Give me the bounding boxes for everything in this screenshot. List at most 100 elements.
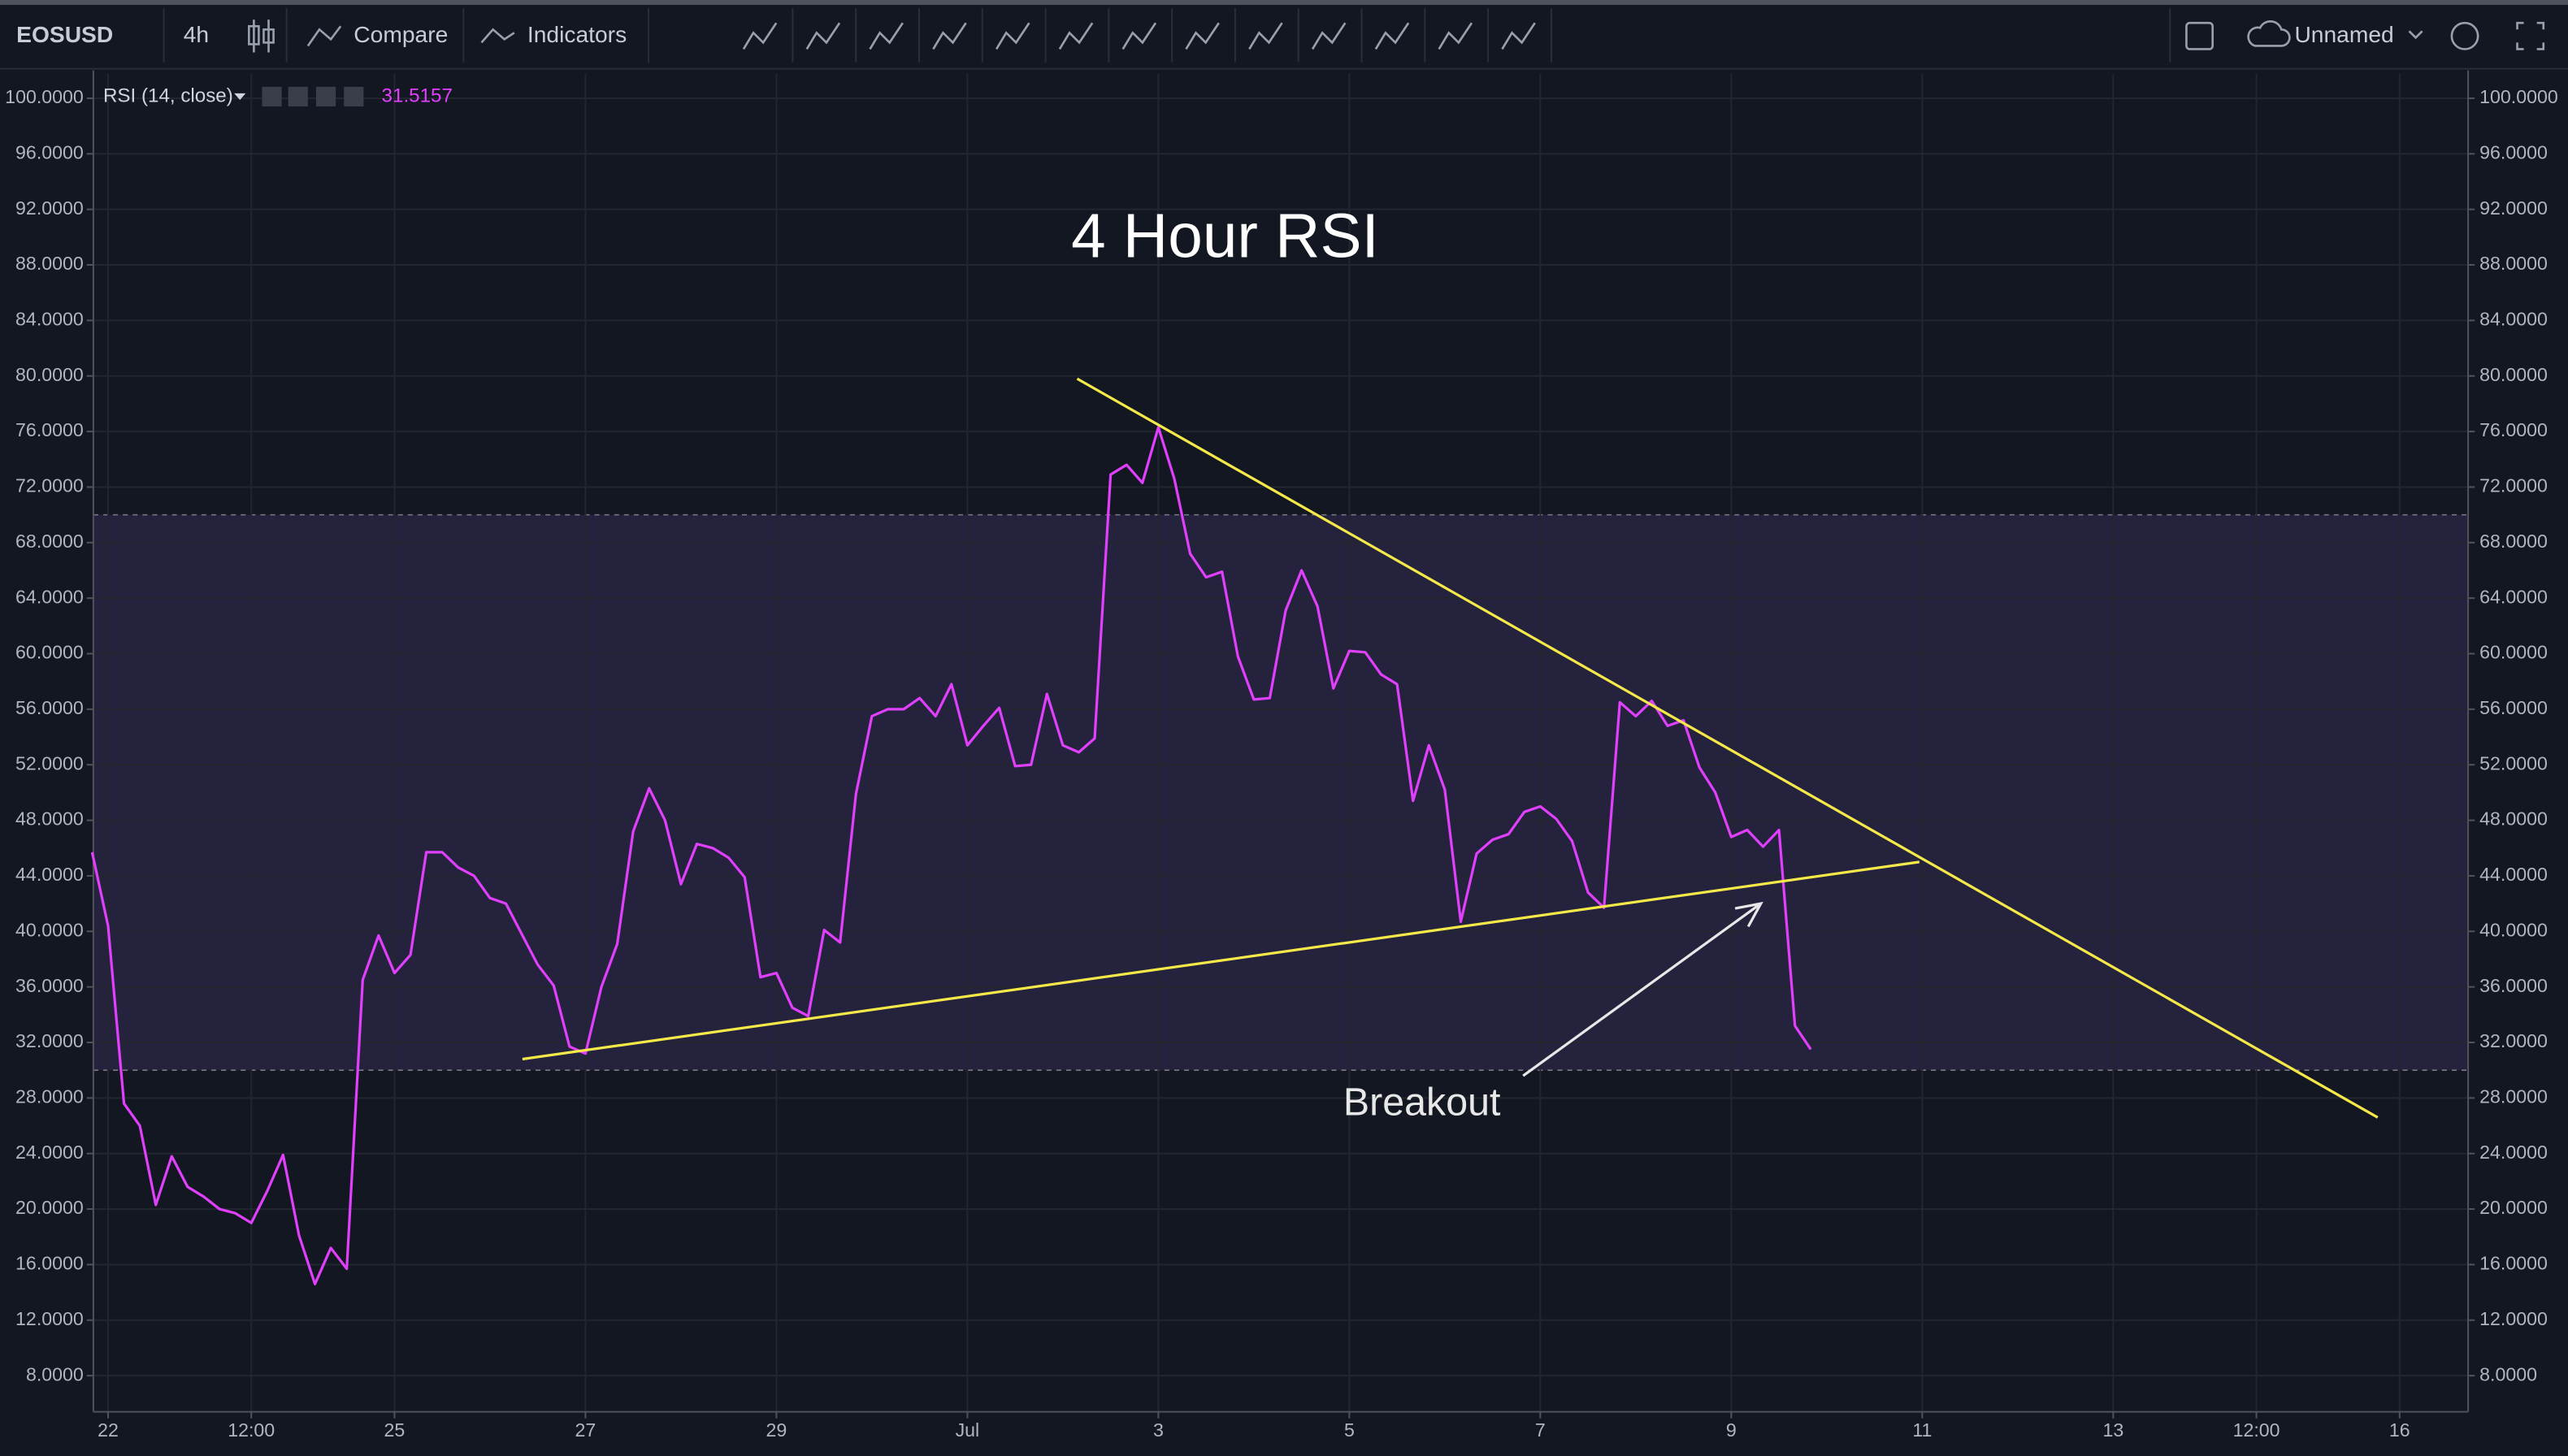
y-tick-label: 80.0000 (15, 364, 84, 385)
y-tick-label: 68.0000 (15, 531, 84, 552)
y-tick-label: 48.0000 (15, 808, 84, 830)
y-tick-label: 8.0000 (26, 1363, 84, 1384)
x-tick-label: 12:00 (2233, 1419, 2280, 1441)
tool-button[interactable] (995, 22, 1030, 50)
compare-button[interactable]: Compare (354, 21, 448, 47)
x-tick-label: 29 (766, 1419, 787, 1441)
toolbar (0, 0, 2568, 69)
y2-tick-label: 44.0000 (2479, 864, 2548, 885)
arrow-head (1734, 901, 1763, 928)
x-tick-label: 5 (1344, 1419, 1355, 1441)
y2-tick-label: 40.0000 (2479, 919, 2548, 940)
cloud-icon[interactable] (2247, 20, 2291, 47)
y-tick-label: 36.0000 (15, 975, 84, 996)
y-tick-label: 44.0000 (15, 864, 84, 885)
legend-button[interactable] (262, 86, 282, 107)
y-tick-label: 100.0000 (5, 86, 84, 107)
indicators-icon[interactable] (480, 28, 515, 44)
x-tick-label: Jul (956, 1419, 980, 1441)
y-tick-label: 88.0000 (15, 253, 84, 274)
rsi-line (90, 426, 1812, 1285)
x-tick-label: 3 (1153, 1419, 1164, 1441)
annotation-text: Breakout (1343, 1081, 1501, 1124)
chart-title: 4 Hour RSI (1071, 202, 1379, 271)
tool-button[interactable] (1185, 22, 1220, 50)
legend-dropdown[interactable] (234, 93, 246, 100)
legend-button[interactable] (344, 86, 364, 107)
tool-icon (1058, 22, 1094, 50)
y2-tick-label: 28.0000 (2479, 1086, 2548, 1107)
y-tick-label: 20.0000 (15, 1197, 84, 1218)
x-tick-label: 7 (1535, 1419, 1546, 1441)
tool-icon (869, 22, 904, 50)
x-tick-label: 27 (575, 1419, 596, 1441)
tool-icon (1185, 22, 1220, 50)
tool-icon (805, 22, 841, 50)
x-tick-label: 9 (1726, 1419, 1737, 1441)
y2-tick-label: 92.0000 (2479, 197, 2548, 219)
x-tick-label: 11 (1912, 1419, 1932, 1441)
y2-tick-label: 76.0000 (2479, 419, 2548, 440)
y-tick-label: 92.0000 (15, 197, 84, 219)
legend-button[interactable] (315, 86, 336, 107)
x-tick-label: 12:00 (228, 1419, 275, 1441)
dropdown-arrow[interactable] (2408, 30, 2423, 40)
tool-button[interactable] (1311, 22, 1347, 50)
tool-button[interactable] (932, 22, 967, 50)
tool-button[interactable] (1248, 22, 1283, 50)
indicators-button[interactable]: Indicators (527, 21, 627, 47)
plot-area: 8.0000 8.0000 12.0000 12.0000 16.0000 16.0000… (0, 70, 2568, 1441)
y2-tick-label: 72.0000 (2479, 475, 2548, 496)
tool-icon (1311, 22, 1347, 50)
y-tick-label: 64.0000 (15, 586, 84, 607)
y-tick-label: 12.0000 (15, 1308, 84, 1329)
y2-tick-label: 80.0000 (2479, 364, 2548, 385)
arrow (1522, 902, 1762, 1077)
y-tick-label: 24.0000 (15, 1142, 84, 1163)
y2-tick-label: 16.0000 (2479, 1253, 2548, 1274)
tool-icon (1374, 22, 1410, 50)
x-tick-label: 22 (98, 1419, 119, 1441)
y2-tick-label: 36.0000 (2479, 975, 2548, 996)
tool-button[interactable] (805, 22, 841, 50)
tool-button[interactable] (1374, 22, 1410, 50)
y2-tick-label: 88.0000 (2479, 253, 2548, 274)
y2-tick-label: 20.0000 (2479, 1197, 2548, 1218)
y2-tick-label: 56.0000 (2479, 697, 2548, 718)
layout-name[interactable]: Unnamed (2294, 21, 2393, 47)
right-axis (2468, 70, 2568, 1412)
compare-icon[interactable] (306, 25, 342, 47)
symbol[interactable]: EOSUSD (16, 21, 113, 47)
y-tick-label: 84.0000 (15, 309, 84, 330)
y-tick-label: 76.0000 (15, 419, 84, 440)
tool-button[interactable] (1121, 22, 1157, 50)
legend-buttons (262, 86, 364, 107)
fullscreen-box[interactable] (2185, 21, 2214, 50)
y2-tick-label: 32.0000 (2479, 1030, 2548, 1051)
trendline (1076, 377, 2379, 1119)
tool-icon (1501, 22, 1536, 50)
y-tick-label: 28.0000 (15, 1086, 84, 1107)
y2-tick-label: 52.0000 (2479, 752, 2548, 774)
x-tick-label: 13 (2102, 1419, 2123, 1441)
settings-icon[interactable] (2450, 21, 2479, 50)
band-fill (93, 514, 2469, 1071)
tool-button[interactable] (742, 22, 778, 50)
candle-icon[interactable] (248, 20, 275, 53)
tool-button[interactable] (1438, 22, 1473, 50)
expand-icon[interactable] (2516, 21, 2545, 50)
y2-tick-label: 48.0000 (2479, 808, 2548, 830)
y2-tick-label: 96.0000 (2479, 141, 2548, 162)
x-tick-label: 25 (384, 1419, 406, 1441)
tool-button[interactable] (1501, 22, 1536, 50)
tool-button[interactable] (1058, 22, 1094, 50)
legend-value: 31.5157 (382, 84, 453, 106)
tool-button[interactable] (869, 22, 904, 50)
legend-button[interactable] (288, 86, 308, 107)
interval[interactable]: 4h (184, 21, 209, 47)
x-tick-label: 16 (2389, 1419, 2410, 1441)
drawing-tools (742, 8, 1552, 63)
y-tick-label: 96.0000 (15, 141, 84, 162)
